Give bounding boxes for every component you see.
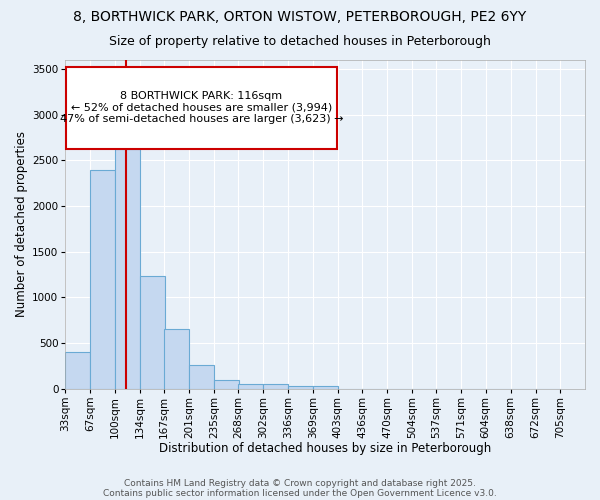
X-axis label: Distribution of detached houses by size in Peterborough: Distribution of detached houses by size … — [159, 442, 491, 455]
FancyBboxPatch shape — [66, 66, 337, 149]
Bar — [115, 150, 140, 389]
Bar — [263, 384, 289, 389]
Bar — [214, 380, 239, 389]
Y-axis label: Number of detached properties: Number of detached properties — [15, 132, 28, 318]
Bar — [65, 352, 91, 389]
Bar — [164, 330, 189, 389]
Bar — [189, 364, 214, 389]
Bar — [289, 386, 313, 389]
Text: Contains public sector information licensed under the Open Government Licence v3: Contains public sector information licen… — [103, 488, 497, 498]
Text: Contains HM Land Registry data © Crown copyright and database right 2025.: Contains HM Land Registry data © Crown c… — [124, 478, 476, 488]
Text: Size of property relative to detached houses in Peterborough: Size of property relative to detached ho… — [109, 35, 491, 48]
Text: 8, BORTHWICK PARK, ORTON WISTOW, PETERBOROUGH, PE2 6YY: 8, BORTHWICK PARK, ORTON WISTOW, PETERBO… — [73, 10, 527, 24]
Bar — [140, 276, 165, 389]
Bar — [238, 384, 263, 389]
Bar — [91, 170, 115, 389]
Text: 8 BORTHWICK PARK: 116sqm
← 52% of detached houses are smaller (3,994)
47% of sem: 8 BORTHWICK PARK: 116sqm ← 52% of detach… — [60, 91, 343, 124]
Bar — [313, 386, 338, 389]
